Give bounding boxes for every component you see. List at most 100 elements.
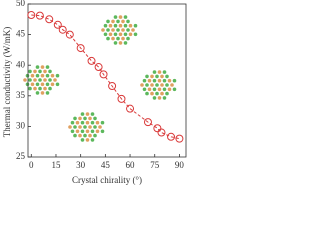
- marker: [87, 56, 96, 65]
- marker: [53, 20, 62, 29]
- atom: [38, 69, 42, 74]
- atom: [116, 19, 120, 24]
- atom: [155, 91, 159, 96]
- y-tick-label: 35: [16, 90, 26, 100]
- atom: [70, 129, 75, 134]
- atom: [111, 19, 115, 24]
- atom: [121, 19, 125, 24]
- y-tick-label: 30: [16, 120, 26, 130]
- x-axis-label: Crystal chirality (°): [72, 175, 142, 185]
- atom: [75, 120, 80, 125]
- atom: [23, 78, 27, 82]
- atom: [113, 32, 118, 37]
- atom: [88, 116, 92, 121]
- atom: [98, 125, 102, 129]
- atom: [157, 96, 162, 100]
- atom: [30, 82, 35, 87]
- atom: [128, 23, 133, 28]
- atom: [70, 120, 75, 125]
- y-tick-label: 45: [16, 29, 26, 39]
- atom: [140, 83, 144, 87]
- atom: [40, 82, 45, 87]
- atom: [165, 74, 169, 79]
- atom: [118, 23, 123, 28]
- atom: [106, 28, 110, 32]
- atom: [43, 69, 47, 74]
- atom: [83, 125, 87, 129]
- atom: [118, 32, 123, 37]
- marker: [108, 82, 117, 91]
- atom: [128, 32, 133, 37]
- atom: [103, 23, 108, 28]
- atom: [30, 73, 35, 78]
- atom: [90, 138, 95, 142]
- atom: [33, 69, 37, 74]
- atom: [35, 73, 40, 78]
- atom: [28, 78, 32, 82]
- marker: [117, 94, 126, 103]
- atom: [90, 129, 95, 134]
- atom: [165, 83, 169, 87]
- atom: [162, 87, 167, 92]
- atom: [50, 73, 55, 78]
- atom: [78, 133, 82, 138]
- atom: [83, 116, 87, 121]
- atom: [172, 87, 177, 92]
- atom: [85, 120, 90, 125]
- atom: [101, 28, 105, 32]
- atom: [35, 65, 40, 69]
- atom: [142, 87, 147, 92]
- atom: [73, 125, 77, 129]
- atom: [85, 138, 90, 142]
- atom: [80, 120, 85, 125]
- plot-frame: [27, 3, 187, 158]
- atom: [28, 69, 32, 74]
- atom: [40, 73, 45, 78]
- atom: [100, 120, 105, 125]
- atom: [88, 133, 92, 138]
- marker: [175, 134, 184, 143]
- atom: [167, 87, 172, 92]
- atom: [152, 70, 157, 74]
- atom: [172, 78, 177, 83]
- atom: [106, 19, 110, 24]
- atom: [147, 87, 152, 92]
- atom: [152, 96, 157, 100]
- atom: [116, 36, 120, 41]
- atom: [75, 129, 80, 134]
- atom: [121, 28, 125, 32]
- atom: [45, 73, 50, 78]
- atom: [111, 36, 115, 41]
- atom: [85, 112, 90, 116]
- marker: [157, 128, 166, 137]
- marker: [99, 70, 108, 79]
- atom: [113, 23, 118, 28]
- x-tick-label: 0: [29, 160, 34, 170]
- atom: [33, 86, 37, 91]
- atom: [40, 65, 45, 69]
- atom: [55, 82, 60, 87]
- marker: [65, 30, 74, 39]
- atom: [95, 129, 100, 134]
- atom: [93, 116, 97, 121]
- atom: [131, 28, 135, 32]
- atom: [165, 91, 169, 96]
- atom: [73, 133, 77, 138]
- atom: [147, 78, 152, 83]
- atom: [160, 91, 164, 96]
- atom: [123, 15, 128, 19]
- series-line: [31, 14, 180, 140]
- y-tick-label: 40: [16, 59, 26, 69]
- atom: [53, 78, 57, 82]
- atom: [145, 83, 149, 87]
- y-tick-label: 50: [16, 0, 26, 8]
- atom: [123, 32, 128, 37]
- x-tick-label: 60: [126, 160, 136, 170]
- atom: [123, 23, 128, 28]
- atom: [48, 78, 52, 82]
- atom: [155, 83, 159, 87]
- atom: [95, 120, 100, 125]
- atom: [113, 41, 118, 45]
- atom: [157, 70, 162, 74]
- atom: [100, 129, 105, 134]
